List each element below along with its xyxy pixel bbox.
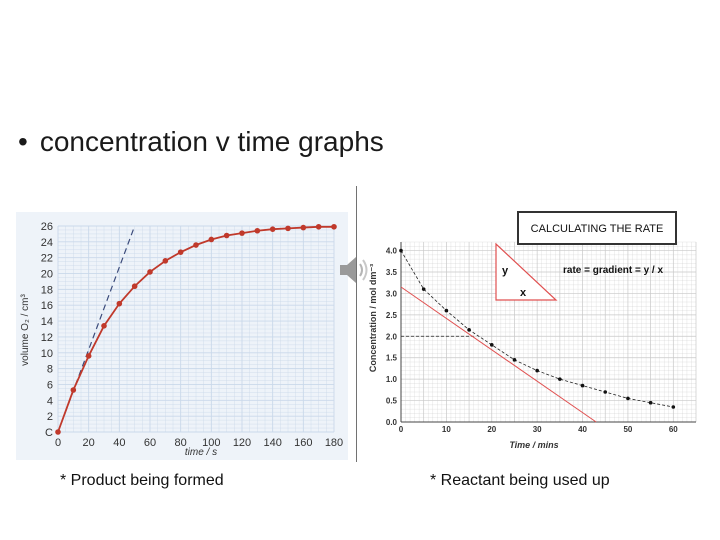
triangle-label-x: x <box>520 287 527 299</box>
y-tick-label: 0.5 <box>386 397 398 406</box>
data-point <box>580 383 585 388</box>
reactant-graph-panel: 0 10 20 30 40 50 60 0.0 0.5 1.0 1.5 2.0 2.5 3.0 3.5 4.0… <box>355 186 698 462</box>
y-tick-label: 24 <box>41 237 53 249</box>
rate-title: CALCULATING THE RATE <box>531 223 664 235</box>
x-tick-label: 120 <box>233 437 251 449</box>
y-tick-label: 14 <box>41 316 53 328</box>
x-tick-label: 20 <box>83 437 95 449</box>
x-tick-label: 160 <box>294 437 312 449</box>
y-tick-label: 6 <box>47 379 53 391</box>
y-tick-label: 16 <box>41 300 53 312</box>
data-point <box>147 269 153 275</box>
y-tick-label: 18 <box>41 284 53 296</box>
data-point <box>131 283 138 290</box>
product-graph-panel: 0 20 40 60 80 100 120 140 160 180 C 2 4 6 8 10 12 14 16 18 2… <box>16 212 348 460</box>
gradient-triangle <box>495 242 558 301</box>
data-point <box>223 232 230 239</box>
data-point <box>300 224 307 231</box>
caption-reactant: * Reactant being used up <box>430 472 610 489</box>
data-point <box>269 226 276 232</box>
y-tick-label: 2.5 <box>386 311 398 320</box>
x-tick-label: 0 <box>55 437 61 449</box>
rate-formula: rate = gradient = y / x <box>563 265 663 276</box>
data-point <box>467 328 471 332</box>
data-point <box>671 405 676 409</box>
data-point <box>70 387 77 393</box>
x-tick-label: 60 <box>144 437 156 449</box>
speaker-icon[interactable] <box>334 250 374 290</box>
x-tick-label: 80 <box>175 437 187 449</box>
y-tick-label: 4.0 <box>386 247 398 256</box>
data-point <box>254 227 261 234</box>
bullet-point: • <box>18 126 28 157</box>
y-tick-label: 26 <box>41 221 53 233</box>
y-tick-label: 20 <box>41 269 53 281</box>
x-tick-label: 40 <box>578 425 587 434</box>
data-point <box>535 368 539 373</box>
x-tick-label: 180 <box>325 437 343 449</box>
x-tick-label: 30 <box>533 425 542 434</box>
x-tick-label: 60 <box>669 425 678 434</box>
x-axis-label: Time / mins <box>509 440 558 450</box>
data-point <box>399 248 403 253</box>
y-tick-label: 0.0 <box>386 418 398 427</box>
data-point <box>603 390 608 394</box>
data-point <box>444 308 449 313</box>
caption-product: * Product being formed <box>60 472 224 489</box>
data-point <box>315 223 322 230</box>
data-point <box>285 225 291 232</box>
data-point <box>331 223 337 230</box>
data-point <box>489 343 494 347</box>
y-tick-label: 10 <box>41 348 53 360</box>
x-tick-label: 0 <box>399 425 404 434</box>
title-text: concentration v time graphs <box>39 126 384 157</box>
y-axis-label: Concentration / mol dm⁻³ <box>368 264 378 372</box>
data-point <box>648 400 653 405</box>
data-point <box>193 242 199 248</box>
tangent-line <box>400 286 597 423</box>
data-point <box>558 377 562 381</box>
x-axis-label: time / s <box>185 447 217 458</box>
data-point <box>101 323 107 329</box>
data-point <box>177 249 184 255</box>
x-tick-label: 100 <box>202 437 220 449</box>
x-tick-label: 20 <box>487 425 496 434</box>
y-tick-label: 1.5 <box>386 354 398 363</box>
y-tick-label: C <box>45 427 53 439</box>
y-axis-label: volume O₂ / cm³ <box>20 293 31 365</box>
y-tick-label: 2 <box>47 411 53 423</box>
x-tick-label: 140 <box>263 437 281 449</box>
y-tick-label: 8 <box>47 364 53 376</box>
data-point <box>239 230 245 236</box>
data-point <box>208 236 215 243</box>
data-point <box>162 258 169 264</box>
y-tick-label: 4 <box>47 395 53 407</box>
data-point <box>116 300 123 307</box>
data-point <box>85 353 92 359</box>
y-tick-label: 3.5 <box>386 268 398 277</box>
data-point <box>512 358 517 362</box>
x-tick-label: 50 <box>623 425 632 434</box>
data-point <box>626 396 630 401</box>
y-tick-label: 12 <box>41 332 53 344</box>
rate-title-box <box>517 211 677 245</box>
reactant-concentration-chart: 0 10 20 30 40 50 60 0.0 0.5 1.0 1.5 2.0 2.5 3.0 3.5 4.0… <box>355 186 698 462</box>
y-tick-label: 1.0 <box>386 375 398 384</box>
y-tick-label: 22 <box>41 253 53 265</box>
triangle-label-y: y <box>502 265 509 277</box>
x-tick-label: 10 <box>442 425 451 434</box>
x-tick-label: 40 <box>113 437 125 449</box>
initial-rate-tangent <box>57 225 136 433</box>
slide-title: • concentration v time graphs <box>18 126 384 158</box>
y-tick-label: 3.0 <box>386 289 398 298</box>
product-volume-chart: 0 20 40 60 80 100 120 140 160 180C246810121416182… <box>16 212 348 460</box>
data-point <box>55 429 61 435</box>
y-tick-label: 2.0 <box>386 332 398 341</box>
data-point <box>421 287 426 291</box>
